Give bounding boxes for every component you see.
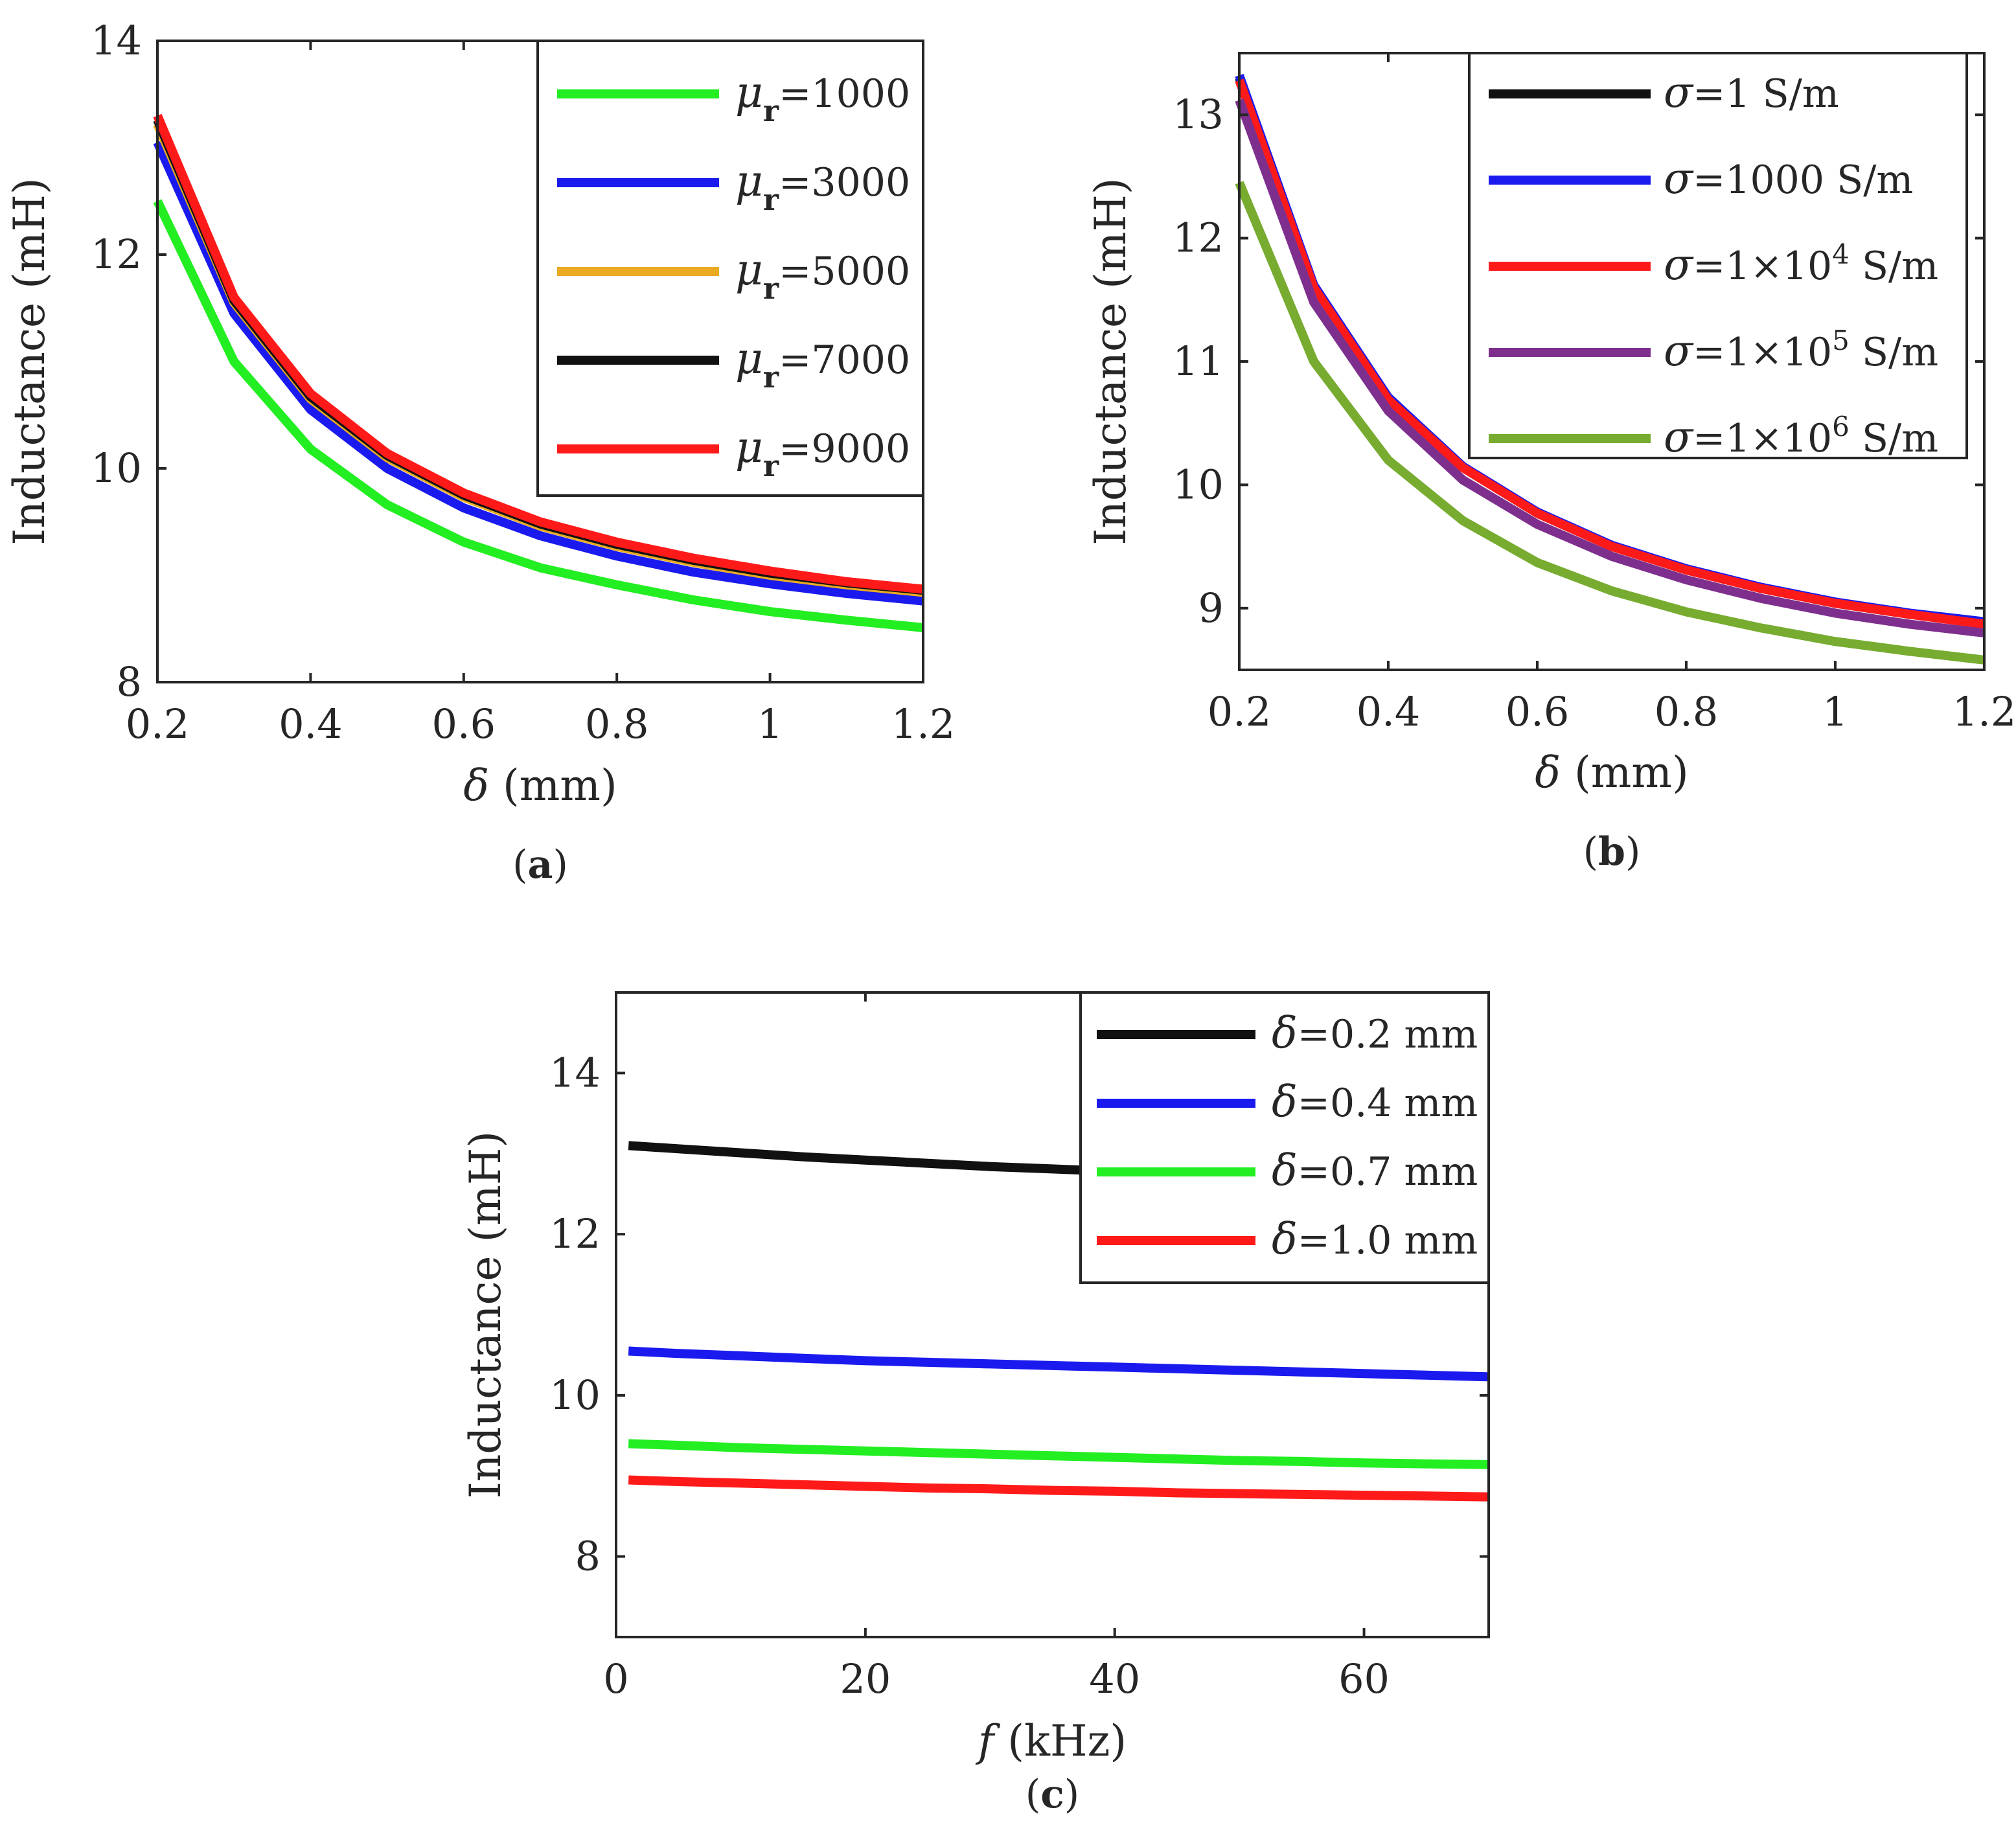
- y-tick-label: 13: [1173, 91, 1224, 138]
- panel-caption: (c): [1025, 1772, 1079, 1817]
- x-tick-label: 60: [1338, 1655, 1390, 1702]
- y-tick-label: 10: [1173, 461, 1224, 508]
- series-line-3: [628, 1439, 1489, 1469]
- y-axis-label: Inductance (mH): [5, 178, 54, 545]
- y-tick-label: 9: [1198, 584, 1224, 632]
- y-tick-label: 10: [91, 444, 142, 492]
- x-tick-label: 1.2: [1953, 688, 2016, 735]
- series-line-3: [1235, 78, 1985, 629]
- y-tick-label: 12: [1173, 214, 1224, 262]
- x-tick-label: 40: [1089, 1655, 1140, 1702]
- y-tick-label: 8: [575, 1533, 601, 1580]
- legend-label-4: δ=1.0 mm: [1272, 1214, 1478, 1264]
- series-line-1: [153, 199, 924, 632]
- x-axis-label: δ (mm): [463, 761, 617, 810]
- y-tick-label: 8: [117, 658, 142, 705]
- legend-label-1: δ=0.2 mm: [1272, 1008, 1478, 1058]
- x-tick-label: 0.4: [1357, 688, 1421, 735]
- x-tick-label: 0.8: [1655, 688, 1719, 735]
- x-tick-label: 0: [603, 1655, 628, 1702]
- x-tick-label: 0.2: [126, 700, 190, 748]
- x-tick-label: 0.4: [279, 700, 343, 748]
- y-tick-label: 10: [549, 1371, 601, 1419]
- legend-label-5: σ=1×106 S/m: [1664, 411, 1938, 462]
- y-tick-label: 11: [1173, 338, 1224, 385]
- legend-box: [1468, 52, 1968, 459]
- x-tick-label: 0.2: [1208, 688, 1272, 735]
- x-axis-label: f (kHz): [975, 1716, 1127, 1766]
- chart-panel-b: 0.2 0.4 0.6 0.8 1 1.2 9 10 11 12 13 δ (mm) Inductanc…: [1086, 52, 2016, 875]
- y-tick-label: 14: [549, 1049, 601, 1096]
- panel-caption: (a): [512, 842, 568, 888]
- y-tick-label: 12: [91, 231, 142, 278]
- legend-label-1: μr=1000: [735, 67, 910, 128]
- series-line-5: [153, 113, 924, 594]
- series-line-2: [153, 140, 924, 606]
- chart-panel-c: 0 20 40 60 8 10 12 14 f (kHz) Inductance (mH) (c) δ…: [461, 991, 1490, 1817]
- x-axis-label: δ (mm): [1535, 748, 1688, 797]
- y-axis-label: Inductance (mH): [461, 1131, 510, 1498]
- x-tick-label: 1: [757, 700, 783, 748]
- legend-label-3: μr=5000: [735, 245, 910, 306]
- axes-frame: [615, 991, 1490, 1638]
- legend-label-4: μr=7000: [735, 334, 910, 395]
- x-tick-label: 20: [840, 1655, 891, 1702]
- legend: μr=1000 μr=3000 μr=5000 μr=7000 μr=9000: [536, 40, 924, 497]
- y-tick-label: 12: [549, 1210, 601, 1257]
- series-line-4: [1235, 98, 1985, 637]
- legend-label-4: σ=1×105 S/m: [1664, 325, 1938, 376]
- series-line-2: [628, 1346, 1489, 1382]
- x-tick-label: 0.6: [431, 700, 496, 748]
- legend-label-2: σ=1000 S/m: [1664, 154, 1913, 203]
- legend-label-2: δ=0.4 mm: [1272, 1077, 1478, 1127]
- x-tick-label: 0.8: [585, 700, 649, 748]
- series-group: [153, 113, 924, 632]
- legend-box: [1079, 991, 1490, 1284]
- legend-label-3: σ=1×104 S/m: [1664, 238, 1938, 290]
- legend: δ=0.2 mm δ=0.4 mm δ=0.7 mm δ=1.0 mm: [1079, 991, 1490, 1284]
- series-line-4: [628, 1475, 1489, 1502]
- chart-panel-a: 0.2 0.4 0.6 0.8 1 1.2 8 10 12 14 δ (mm) Inductance …: [5, 17, 955, 888]
- legend-label-3: δ=0.7 mm: [1272, 1145, 1478, 1195]
- x-tick-label: 1: [1822, 688, 1848, 735]
- panel-caption: (b): [1583, 829, 1641, 875]
- legend-label-2: μr=3000: [735, 156, 910, 217]
- legend-label-1: σ=1 S/m: [1664, 67, 1839, 117]
- legend: σ=1 S/m σ=1000 S/m σ=1×104 S/m σ=1×105 S/m σ…: [1468, 52, 1968, 462]
- x-tick-label: 1.2: [891, 700, 956, 748]
- y-tick-label: 14: [91, 17, 142, 64]
- y-axis-label: Inductance (mH): [1086, 178, 1136, 545]
- x-tick-label: 0.6: [1506, 688, 1570, 735]
- series-group: [1235, 73, 1985, 665]
- series-line-5: [1235, 181, 1985, 665]
- legend-label-5: μr=9000: [735, 422, 910, 483]
